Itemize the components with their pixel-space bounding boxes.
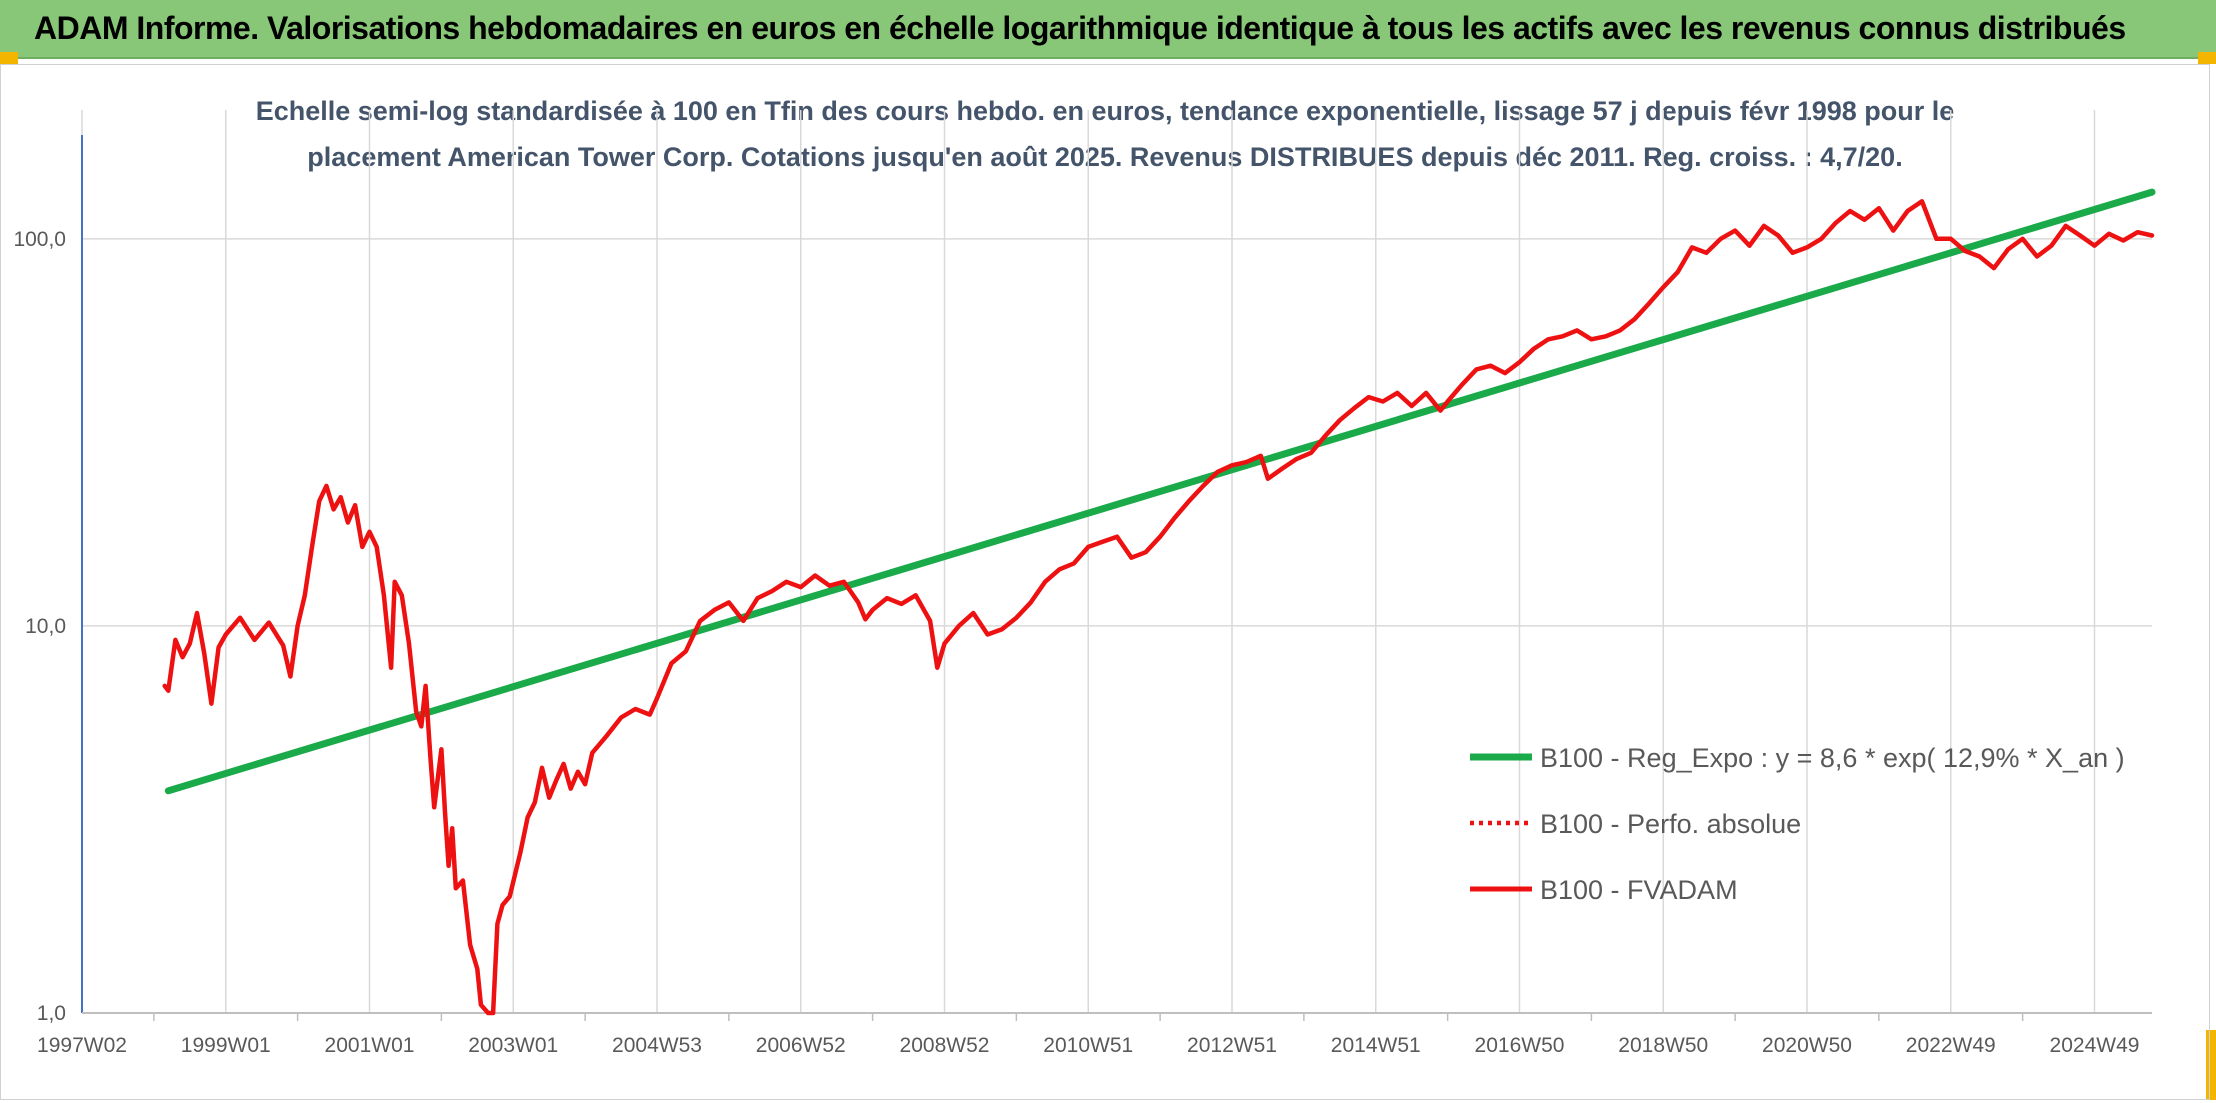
chart-title-line-2: placement American Tower Corp. Cotations… bbox=[307, 142, 1903, 172]
banner-title: ADAM Informe. Valorisations hebdomadaire… bbox=[34, 10, 2126, 46]
axes bbox=[81, 135, 2152, 1021]
x-tick-label-8: 2012W51 bbox=[1187, 1034, 1277, 1057]
x-tick-label-13: 2022W49 bbox=[1906, 1034, 1996, 1057]
right-corner-accent bbox=[2198, 52, 2216, 64]
y-tick-label-0: 1,0 bbox=[37, 1002, 66, 1025]
x-tick-label-5: 2006W52 bbox=[756, 1034, 846, 1057]
y-tick-label-1: 10,0 bbox=[25, 615, 66, 638]
x-axis-ticks: 1997W02 1999W01 2001W01 2003W01 2004W53 2006W… bbox=[37, 1034, 2139, 1057]
legend-label-1: B100 - Perfo. absolue bbox=[1540, 809, 1801, 839]
legend-label-0: B100 - Reg_Expo : y = 8,6 * exp( 12,9% *… bbox=[1540, 743, 2125, 773]
legend: B100 - Reg_Expo : y = 8,6 * exp( 12,9% *… bbox=[1470, 743, 2125, 905]
x-tick-label-9: 2014W51 bbox=[1331, 1034, 1421, 1057]
bottom-right-accent bbox=[2206, 1030, 2216, 1100]
x-tick-label-14: 2024W49 bbox=[2050, 1034, 2140, 1057]
left-corner-accent bbox=[0, 52, 18, 64]
x-tick-label-10: 2016W50 bbox=[1475, 1034, 1565, 1057]
x-tick-label-12: 2020W50 bbox=[1762, 1034, 1852, 1057]
legend-label-2: B100 - FVADAM bbox=[1540, 875, 1738, 905]
x-tick-label-6: 2008W52 bbox=[900, 1034, 990, 1057]
x-tick-label-3: 2003W01 bbox=[468, 1034, 558, 1057]
x-tick-label-4: 2004W53 bbox=[612, 1034, 702, 1057]
x-tick-label-11: 2018W50 bbox=[1618, 1034, 1708, 1057]
series-line-0 bbox=[164, 188, 2156, 795]
series-line-2 bbox=[162, 199, 2155, 1016]
y-axis-ticks: 1,0 10,0 100,0 bbox=[13, 228, 66, 1025]
chart-frame bbox=[0, 64, 2210, 1100]
series-layer bbox=[162, 188, 2156, 1016]
x-tick-label-7: 2010W51 bbox=[1043, 1034, 1133, 1057]
report-banner: ADAM Informe. Valorisations hebdomadaire… bbox=[0, 0, 2216, 59]
x-tick-label-1: 1999W01 bbox=[181, 1034, 271, 1057]
x-tick-label-2: 2001W01 bbox=[325, 1034, 415, 1057]
grid bbox=[81, 110, 2152, 1014]
chart-title-line-1: Echelle semi-log standardisée à 100 en T… bbox=[255, 96, 1955, 126]
x-tick-label-0: 1997W02 bbox=[37, 1034, 127, 1057]
y-tick-label-2: 100,0 bbox=[13, 228, 66, 251]
